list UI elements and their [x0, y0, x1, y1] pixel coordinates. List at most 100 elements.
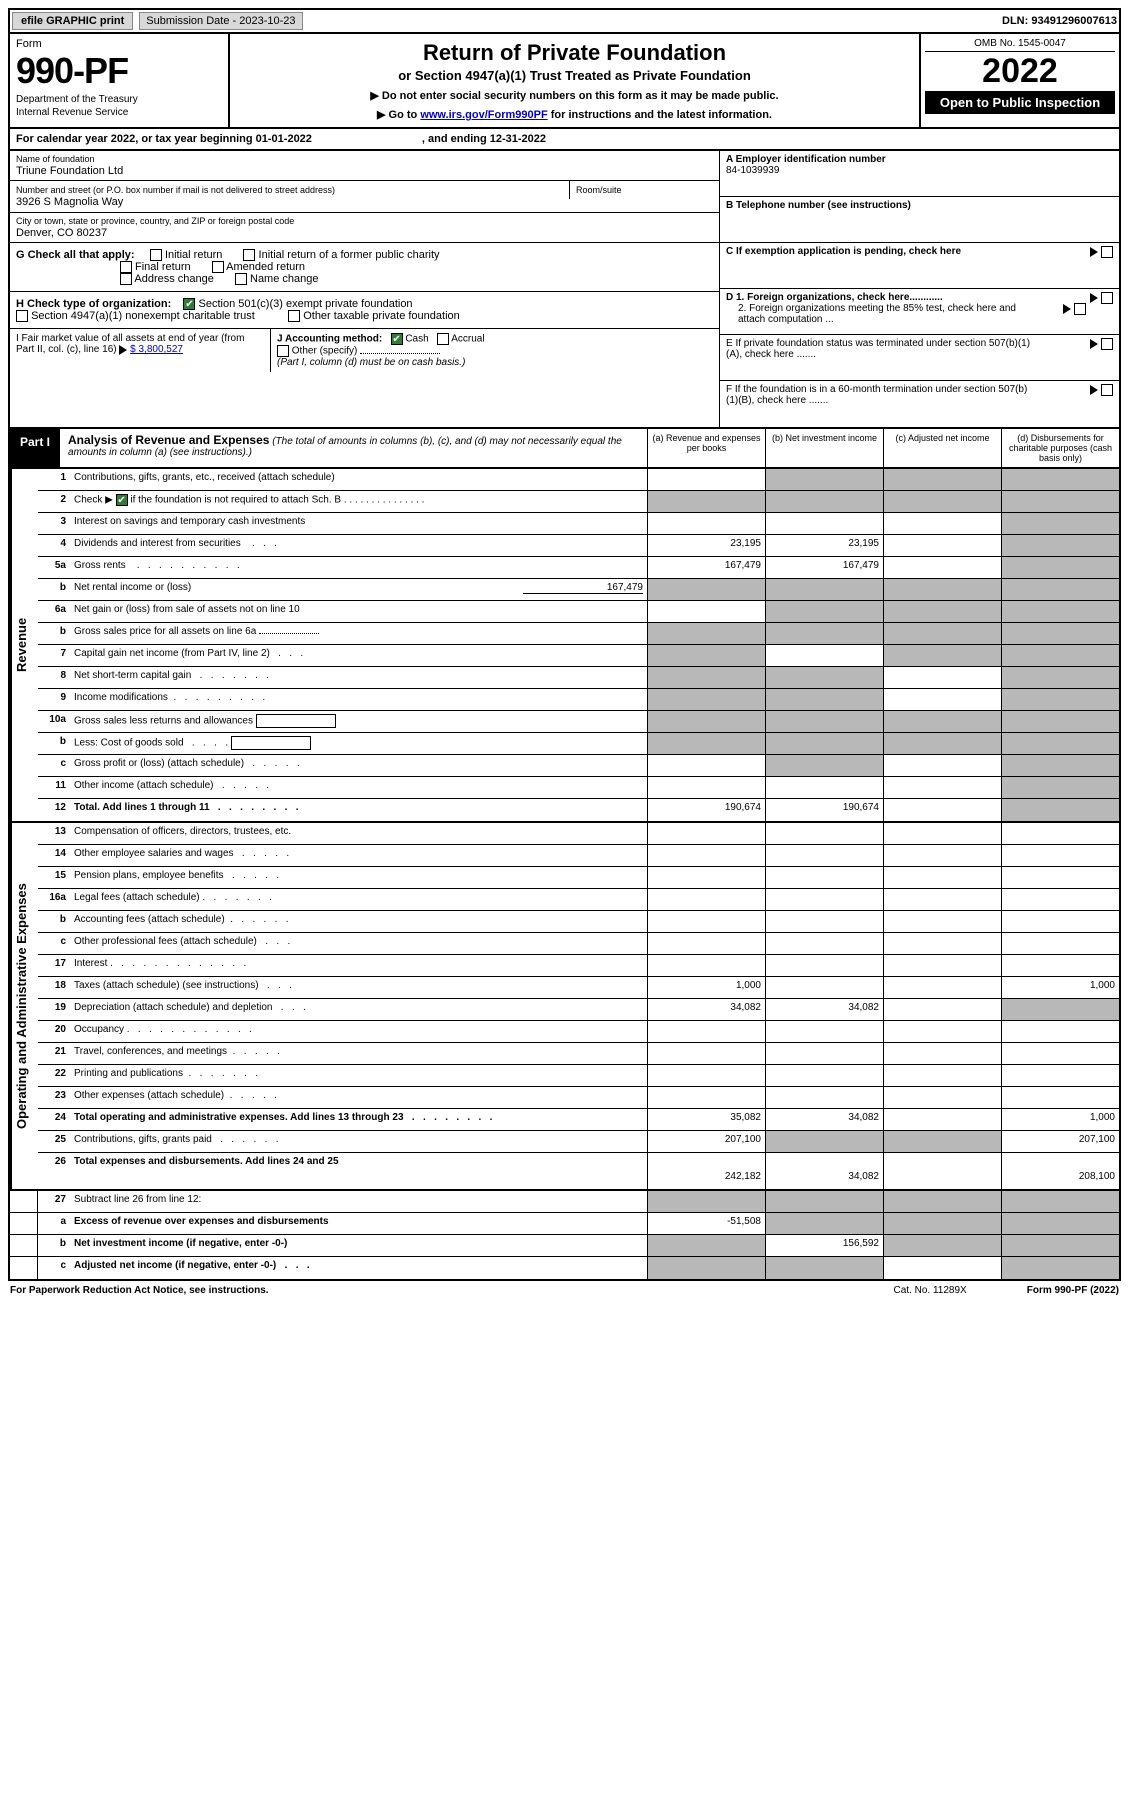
cash-label: Cash	[405, 334, 428, 345]
street-label: Number and street (or P.O. box number if…	[16, 185, 563, 195]
revenue-section: Revenue 1Contributions, gifts, grants, e…	[8, 469, 1121, 823]
ein-cell: A Employer identification number 84-1039…	[720, 151, 1119, 197]
line-10c: cGross profit or (loss) (attach schedule…	[38, 755, 1119, 777]
form-word: Form	[16, 38, 222, 50]
form-number: 990-PF	[16, 50, 222, 92]
line-20: 20Occupancy . . . . . . . . . . . .	[38, 1021, 1119, 1043]
line-25: 25Contributions, gifts, grants paid . . …	[38, 1131, 1119, 1153]
cal-end: , and ending 12-31-2022	[422, 133, 546, 145]
info-left: Name of foundation Triune Foundation Ltd…	[10, 151, 719, 427]
line-9: 9Income modifications . . . . . . . . .	[38, 689, 1119, 711]
line-16a: 16aLegal fees (attach schedule) . . . . …	[38, 889, 1119, 911]
accrual-checkbox[interactable]	[437, 333, 449, 345]
cal-begin: For calendar year 2022, or tax year begi…	[16, 133, 312, 145]
line-8: 8Net short-term capital gain . . . . . .…	[38, 667, 1119, 689]
line-5a: 5aGross rents . . . . . . . . . .167,479…	[38, 557, 1119, 579]
line-21: 21Travel, conferences, and meetings . . …	[38, 1043, 1119, 1065]
street-cell: Number and street (or P.O. box number if…	[10, 181, 719, 213]
part1-tab: Part I	[10, 429, 60, 467]
line-15: 15Pension plans, employee benefits . . .…	[38, 867, 1119, 889]
arrow-icon	[1090, 247, 1098, 257]
line-13: 13Compensation of officers, directors, t…	[38, 823, 1119, 845]
room-label: Room/suite	[576, 185, 713, 195]
info-grid: Name of foundation Triune Foundation Ltd…	[8, 151, 1121, 429]
section-4947-label: Section 4947(a)(1) nonexempt charitable …	[31, 310, 255, 322]
line-16b: bAccounting fees (attach schedule) . . .…	[38, 911, 1119, 933]
line-2: 2Check ▶ if the foundation is not requir…	[38, 491, 1119, 513]
col-c-header: (c) Adjusted net income	[883, 429, 1001, 467]
line-12: 12Total. Add lines 1 through 11 . . . . …	[38, 799, 1119, 821]
page-footer: For Paperwork Reduction Act Notice, see …	[8, 1281, 1121, 1300]
other-specify-checkbox[interactable]	[277, 345, 289, 357]
other-taxable-label: Other taxable private foundation	[303, 310, 460, 322]
amended-return-checkbox[interactable]	[212, 261, 224, 273]
section-501c3-label: Section 501(c)(3) exempt private foundat…	[199, 298, 413, 310]
irs-link[interactable]: www.irs.gov/Form990PF	[420, 109, 547, 121]
d2-checkbox[interactable]	[1074, 303, 1086, 315]
initial-former-checkbox[interactable]	[243, 249, 255, 261]
section-501c3-checkbox[interactable]	[183, 298, 195, 310]
line-23: 23Other expenses (attach schedule) . . .…	[38, 1087, 1119, 1109]
line-27-block: 27Subtract line 26 from line 12: aExcess…	[8, 1191, 1121, 1281]
f-checkbox[interactable]	[1101, 384, 1113, 396]
ein-label: A Employer identification number	[726, 154, 886, 165]
line-16c: cOther professional fees (attach schedul…	[38, 933, 1119, 955]
initial-return-label: Initial return	[165, 249, 222, 261]
name-change-label: Name change	[250, 273, 319, 285]
d-cell: D 1. Foreign organizations, check here..…	[720, 289, 1119, 335]
section-4947-checkbox[interactable]	[16, 310, 28, 322]
line-26: 26Total expenses and disbursements. Add …	[38, 1153, 1119, 1189]
cash-checkbox[interactable]	[391, 333, 403, 345]
line-22: 22Printing and publications . . . . . . …	[38, 1065, 1119, 1087]
city-label: City or town, state or province, country…	[16, 216, 713, 226]
top-bar: efile GRAPHIC print Submission Date - 20…	[8, 8, 1121, 34]
line-10b: bLess: Cost of goods sold . . . .	[38, 733, 1119, 755]
omb-number: OMB No. 1545-0047	[925, 38, 1115, 52]
line-27b: bNet investment income (if negative, ent…	[10, 1235, 1119, 1257]
form-page: efile GRAPHIC print Submission Date - 20…	[0, 0, 1129, 1308]
e-checkbox[interactable]	[1101, 338, 1113, 350]
h-label: H Check type of organization:	[16, 298, 171, 310]
arrow-icon	[1090, 339, 1098, 349]
name-change-checkbox[interactable]	[235, 273, 247, 285]
j-note: (Part I, column (d) must be on cash basi…	[277, 357, 465, 368]
open-inspection-badge: Open to Public Inspection	[925, 91, 1115, 114]
dept-treasury: Department of the Treasury	[16, 94, 222, 105]
g-check-row: G Check all that apply: Initial return I…	[10, 243, 719, 292]
col-b-header: (b) Net investment income	[765, 429, 883, 467]
other-taxable-checkbox[interactable]	[288, 310, 300, 322]
submission-date-label: Submission Date - 2023-10-23	[139, 12, 302, 30]
line-6b: bGross sales price for all assets on lin…	[38, 623, 1119, 645]
form-footer-label: Form 990-PF (2022)	[1027, 1285, 1119, 1296]
phone-cell: B Telephone number (see instructions)	[720, 197, 1119, 243]
arrow-icon	[1090, 385, 1098, 395]
f-label: F If the foundation is in a 60-month ter…	[726, 384, 1036, 406]
line-27c: cAdjusted net income (if negative, enter…	[10, 1257, 1119, 1279]
schb-checkbox[interactable]	[116, 494, 128, 506]
efile-print-button[interactable]: efile GRAPHIC print	[12, 12, 133, 30]
ij-row: I Fair market value of all assets at end…	[10, 329, 719, 372]
line-27: 27Subtract line 26 from line 12:	[10, 1191, 1119, 1213]
j-label: J Accounting method:	[277, 334, 382, 345]
initial-return-checkbox[interactable]	[150, 249, 162, 261]
d1-checkbox[interactable]	[1101, 292, 1113, 304]
other-specify-label: Other (specify)	[292, 346, 358, 357]
form-note-2: ▶ Go to www.irs.gov/Form990PF for instru…	[240, 108, 909, 121]
accrual-label: Accrual	[451, 334, 484, 345]
form-note-1: ▶ Do not enter social security numbers o…	[240, 89, 909, 102]
header-middle: Return of Private Foundation or Section …	[230, 34, 919, 127]
name-label: Name of foundation	[16, 154, 713, 164]
part1-desc: Analysis of Revenue and Expenses (The to…	[60, 429, 647, 467]
form-subtitle: or Section 4947(a)(1) Trust Treated as P…	[240, 68, 909, 83]
c-checkbox[interactable]	[1101, 246, 1113, 258]
col-a-header: (a) Revenue and expenses per books	[647, 429, 765, 467]
c-label: C If exemption application is pending, c…	[726, 246, 961, 257]
address-change-checkbox[interactable]	[120, 273, 132, 285]
ein-value: 84-1039939	[726, 165, 779, 176]
address-change-label: Address change	[134, 273, 214, 285]
final-return-checkbox[interactable]	[120, 261, 132, 273]
column-headers: (a) Revenue and expenses per books (b) N…	[647, 429, 1119, 467]
line-1: 1Contributions, gifts, grants, etc., rec…	[38, 469, 1119, 491]
expenses-side-label: Operating and Administrative Expenses	[10, 823, 38, 1189]
c-cell: C If exemption application is pending, c…	[720, 243, 1119, 289]
